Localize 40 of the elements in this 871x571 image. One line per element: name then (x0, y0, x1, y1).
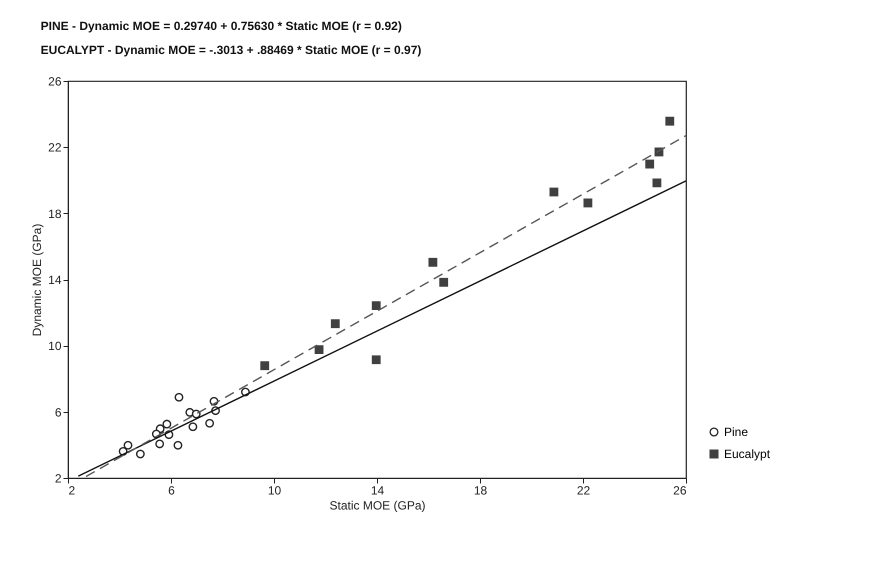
point (136, 450, 145, 458)
x-tick-label: 18 (474, 484, 488, 498)
point (124, 440, 132, 450)
y-tick-label: 6 (54, 405, 62, 420)
chart-title: PINE - Dynamic MOE = 0.29740 + 0.75630 * Static MOE (r = 0.92) (40, 19, 402, 33)
point (652, 178, 662, 188)
point (428, 258, 438, 267)
y-tick-label: 22 (48, 140, 62, 155)
y-tick-label: 10 (48, 339, 62, 354)
x-tick-label: 6 (168, 484, 176, 498)
point (174, 392, 184, 402)
point (439, 278, 448, 287)
legend-label: Eucalypt (724, 447, 771, 461)
point (665, 116, 674, 126)
point (162, 420, 172, 428)
x-tick-label: 14 (370, 484, 384, 498)
y-tick-label: 18 (48, 206, 62, 221)
x-tick-label: 22 (576, 484, 590, 498)
point (260, 361, 270, 370)
x-tick-label: 2 (68, 484, 76, 498)
point (330, 319, 340, 328)
y-tick-label: 26 (48, 74, 62, 88)
point (314, 345, 324, 354)
y-axis-title: Dynamic MOE (GPa) (30, 224, 44, 336)
point (583, 198, 592, 208)
legend-label: Pine (724, 425, 748, 439)
x-tick-label: 26 (673, 484, 687, 498)
point (155, 440, 164, 448)
point (645, 160, 654, 168)
point (372, 301, 381, 310)
y-tick-label: 14 (48, 273, 62, 287)
point (372, 355, 381, 364)
x-tick-label: 10 (268, 484, 282, 498)
point (188, 422, 198, 432)
point (174, 440, 182, 450)
chart-subtitle: EUCALYPT - Dynamic MOE = -.3013 + .88469 * Static MOE (r = 0.97) (40, 43, 422, 57)
point (205, 418, 214, 428)
point (549, 188, 558, 196)
y-tick-label: 2 (54, 472, 62, 486)
x-axis-title: Static MOE (GPa) (329, 498, 426, 512)
